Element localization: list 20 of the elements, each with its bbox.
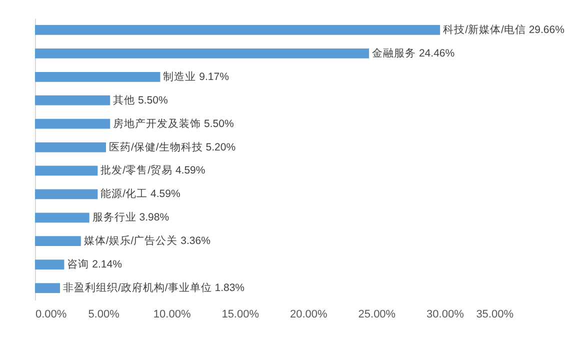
category-label: 医药/保健/生物科技 5.20% [109, 141, 236, 154]
category-label: 媒体/娱乐/广告公关 3.36% [84, 235, 210, 248]
x-tick-label: 30.00% [426, 308, 464, 320]
category-label: 非盈利组织/政府机构/事业单位 1.83% [62, 282, 245, 294]
x-tick-label: 25.00% [358, 308, 396, 320]
category-label: 批发/零售/贸易 4.59% [100, 164, 206, 177]
x-tick-label: 10.00% [153, 308, 191, 320]
category-label: 咨询 2.14% [67, 258, 122, 271]
x-tick-label: 35.00% [476, 308, 514, 320]
x-tick-label: 0.00% [36, 308, 67, 320]
category-label: 金融服务 24.46% [372, 47, 455, 60]
category-label: 其他 5.50% [113, 94, 168, 106]
x-tick-label: 15.00% [222, 308, 260, 320]
category-label: 服务行业 3.98% [92, 212, 170, 224]
category-label: 房地产开发及装饰 5.50% [113, 118, 234, 130]
x-tick-label: 20.00% [290, 308, 328, 320]
category-label: 科技/新媒体/电信 29.66% [443, 24, 564, 36]
category-label: 能源/化工 4.59% [100, 188, 180, 200]
x-tick-label: 5.00% [88, 308, 120, 320]
category-label: 制造业 9.17% [163, 70, 229, 83]
